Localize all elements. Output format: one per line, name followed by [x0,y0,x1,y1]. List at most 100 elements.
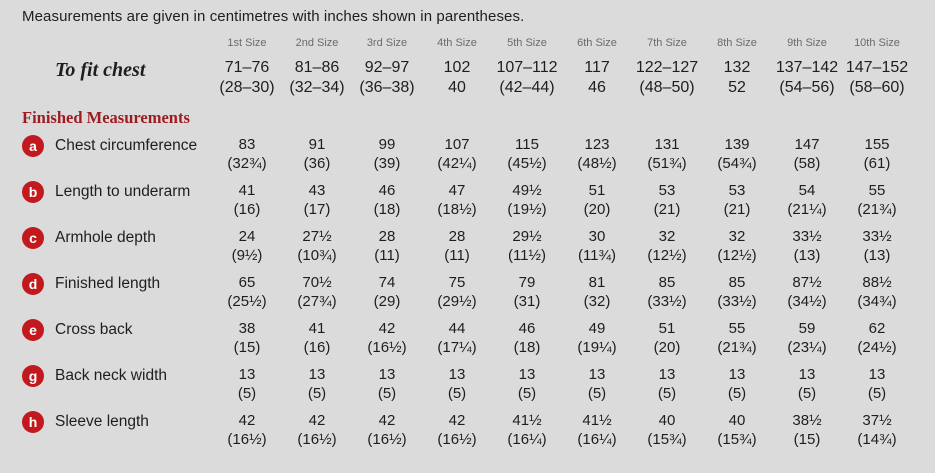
cm-value: 42 [448,412,466,429]
inch-value: (21¼) [787,201,827,218]
inch-value: (16¼) [507,431,547,448]
inch-value: (16) [303,339,331,356]
value-cell: 44 (17¼) [422,319,492,357]
to-fit-inch-value: (54–56) [779,79,835,96]
cm-value: 47 [448,182,466,199]
value-cell: 42 (16½) [212,411,282,449]
letter-badge-a: a [22,135,44,157]
cm-value: 42 [378,412,396,429]
value-cell: 139 (54¾) [702,135,772,173]
value-cell: 87½ (34½) [772,273,842,311]
measurement-rows: a Chest circumference 83 (32¾) 91 (36) 99 (39) 1… [22,135,935,449]
to-fit-cm-value: 132 [723,59,751,76]
value-cell: 13 (5) [352,365,422,403]
to-fit-inch-value: (32–34) [289,79,345,96]
inch-value: (14¾) [857,431,897,448]
value-cell: 37½ (14¾) [842,411,912,449]
value-cell: 28 (11) [422,227,492,265]
inch-value: (48½) [577,155,617,172]
cm-value: 40 [658,412,676,429]
cm-value: 13 [378,366,396,383]
cm-value: 46 [518,320,536,337]
value-cell: 79 (31) [492,273,562,311]
cm-value: 38 [238,320,256,337]
to-fit-cm-value: 71–76 [224,59,270,76]
inch-value: (16½) [227,431,267,448]
inch-value: (5) [447,385,467,402]
inch-value: (5) [587,385,607,402]
inch-value: (20) [583,201,611,218]
inch-value: (5) [377,385,397,402]
cm-value: 62 [868,320,886,337]
value-cell: 42 (16½) [282,411,352,449]
inch-value: (23¼) [787,339,827,356]
inch-value: (9½) [231,247,263,264]
measurement-label: Length to underarm [55,183,191,200]
value-cell: 51 (20) [562,181,632,219]
value-cell: 13 (5) [492,365,562,403]
to-fit-value-cell: 71–76 (28–30) [212,58,282,98]
inch-value: (31) [513,293,541,310]
inch-value: (16½) [297,431,337,448]
cm-value: 99 [378,136,396,153]
inch-value: (42¼) [437,155,477,172]
to-fit-cm-value: 107–112 [496,59,558,76]
cm-value: 32 [658,228,676,245]
inch-value: (20) [653,339,681,356]
inch-value: (12½) [717,247,757,264]
to-fit-cm-value: 147–152 [845,59,909,76]
value-cell: 43 (17) [282,181,352,219]
value-cell: 27½ (10¾) [282,227,352,265]
inch-value: (16½) [367,431,407,448]
measurement-row-b: b Length to underarm 41 (16) 43 (17) 46 (18) 47 (… [22,181,935,219]
inch-value: (16½) [437,431,477,448]
value-cell: 65 (25½) [212,273,282,311]
letter-badge-h: h [22,411,44,433]
value-cell: 33½ (13) [842,227,912,265]
measurement-row-a: a Chest circumference 83 (32¾) 91 (36) 99 (39) 1… [22,135,935,173]
value-cell: 99 (39) [352,135,422,173]
size-header-6: 6th Size [577,37,617,49]
value-cell: 81 (32) [562,273,632,311]
inch-value: (17¼) [437,339,477,356]
cm-value: 51 [658,320,676,337]
value-cell: 49½ (19½) [492,181,562,219]
value-cell: 131 (51¾) [632,135,702,173]
cm-value: 27½ [302,228,332,245]
value-cell: 33½ (13) [772,227,842,265]
value-cell: 47 (18½) [422,181,492,219]
inch-value: (16¼) [577,431,617,448]
value-cell: 70½ (27¾) [282,273,352,311]
cm-value: 85 [658,274,676,291]
to-fit-value-cell: 117 46 [562,58,632,98]
to-fit-inch-value: (42–44) [499,79,555,96]
to-fit-inch-value: 46 [588,79,606,96]
size-header-9: 9th Size [787,37,827,49]
cm-value: 24 [238,228,256,245]
value-cell: 147 (58) [772,135,842,173]
inch-value: (19¼) [577,339,617,356]
cm-value: 13 [448,366,466,383]
letter-badge-g: g [22,365,44,387]
cm-value: 70½ [302,274,332,291]
cm-value: 74 [378,274,396,291]
cm-value: 28 [448,228,466,245]
to-fit-inch-value: 40 [448,79,466,96]
cm-value: 43 [308,182,326,199]
value-cell: 107 (42¼) [422,135,492,173]
value-cell: 32 (12½) [632,227,702,265]
cm-value: 28 [378,228,396,245]
measurement-row-g: g Back neck width 13 (5) 13 (5) 13 (5) 13 (5) 13 (5… [22,365,935,403]
value-cell: 115 (45½) [492,135,562,173]
cm-value: 41 [308,320,326,337]
cm-value: 91 [308,136,326,153]
value-cell: 40 (15¾) [702,411,772,449]
cm-value: 40 [728,412,746,429]
value-cell: 13 (5) [632,365,702,403]
inch-value: (61) [863,155,891,172]
cm-value: 131 [654,136,680,153]
to-fit-value-cell: 81–86 (32–34) [282,58,352,98]
value-cell: 30 (11¾) [562,227,632,265]
measurement-label-cell: h Sleeve length [22,411,212,433]
value-cell: 59 (23¼) [772,319,842,357]
